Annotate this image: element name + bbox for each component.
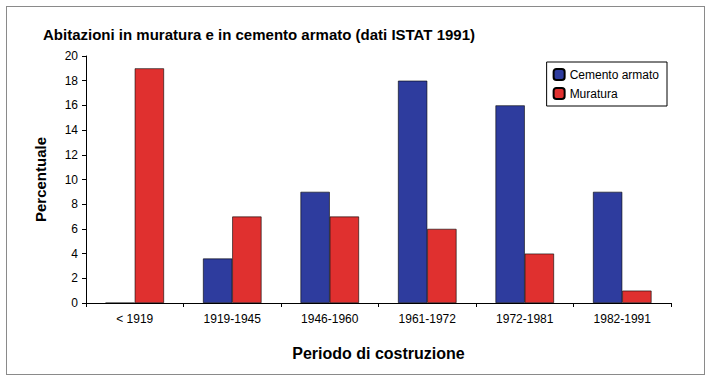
svg-text:4: 4 <box>71 247 78 261</box>
svg-text:20: 20 <box>65 49 79 63</box>
svg-text:Percentuale: Percentuale <box>32 137 49 222</box>
svg-text:0: 0 <box>71 296 78 310</box>
svg-text:14: 14 <box>65 123 79 137</box>
svg-text:1972-1981: 1972-1981 <box>496 312 554 326</box>
svg-text:12: 12 <box>65 148 79 162</box>
svg-text:18: 18 <box>65 74 79 88</box>
svg-text:2: 2 <box>71 271 78 285</box>
svg-text:Abitazioni in muratura e in ce: Abitazioni in muratura e in cemento arma… <box>43 26 475 43</box>
svg-text:1982-1991: 1982-1991 <box>594 312 652 326</box>
svg-text:Cemento armato: Cemento armato <box>570 68 660 82</box>
svg-text:1919-1945: 1919-1945 <box>204 312 262 326</box>
svg-text:1946-1960: 1946-1960 <box>301 312 359 326</box>
svg-text:Muratura: Muratura <box>570 87 618 101</box>
svg-text:1961-1972: 1961-1972 <box>399 312 457 326</box>
svg-text:16: 16 <box>65 98 79 112</box>
svg-text:8: 8 <box>71 197 78 211</box>
svg-text:< 1919: < 1919 <box>116 312 153 326</box>
svg-text:6: 6 <box>71 222 78 236</box>
svg-text:10: 10 <box>65 173 79 187</box>
svg-text:Periodo di costruzione: Periodo di costruzione <box>292 345 465 362</box>
